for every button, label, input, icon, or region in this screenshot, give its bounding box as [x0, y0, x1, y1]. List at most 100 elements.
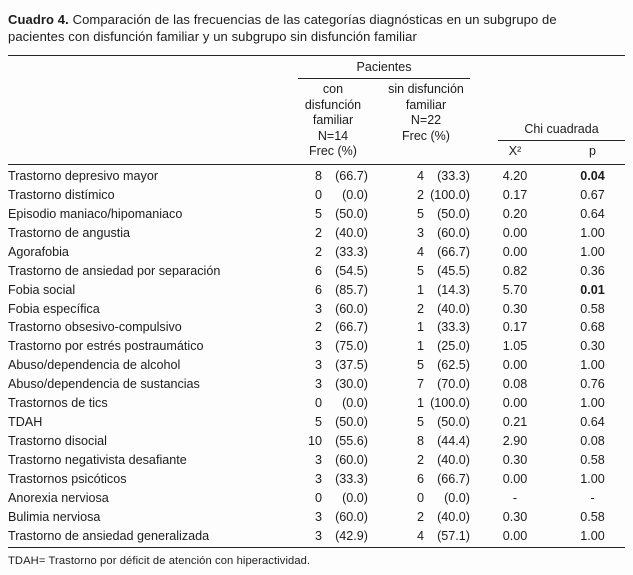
sd-percent: (25.0) [437, 339, 470, 354]
chi-square-value: 5.70 [502, 282, 528, 297]
chi-square-value: 4.20 [502, 168, 528, 183]
fd-percent: (40.0) [335, 225, 368, 240]
fd-count: 0 [314, 187, 322, 202]
chi-square-value: 0.21 [502, 415, 528, 430]
diagnosis-name: Episodio maniaco/hipomaniaco [8, 206, 183, 221]
diagnosis-name: Abuso/dependencia de sustancias [8, 377, 200, 392]
sd-count: 4 [416, 244, 424, 259]
header-line: sin disfunción [388, 82, 464, 96]
p-column-header: p [589, 144, 596, 158]
table-row: Trastorno disocial 10 (55.6) 8 (44.4) 2.… [8, 432, 625, 451]
table-footnote: TDAH= Trastorno por déficit de atención … [8, 555, 311, 568]
p-value: 0.64 [580, 415, 605, 430]
sd-percent: (100.0) [430, 187, 470, 202]
chi-square-header-group: Chi cuadrada X² p [470, 122, 625, 160]
sd-count: 1 [416, 320, 424, 335]
diagnosis-name: Anorexia nerviosa [8, 490, 109, 505]
diagnosis-name: Bulimia nerviosa [8, 509, 101, 524]
chi-square-value: 0.00 [502, 528, 528, 543]
sd-count: 5 [416, 358, 424, 373]
sd-count: 2 [416, 301, 424, 316]
chi-square-value: 0.17 [502, 187, 528, 202]
fd-percent: (0.0) [342, 396, 368, 411]
p-value: 0.64 [580, 206, 605, 221]
fd-count: 0 [314, 396, 322, 411]
table-caption-text: Comparación de las frecuencias de las ca… [8, 12, 557, 44]
fd-count: 10 [307, 434, 322, 449]
fd-percent: (0.0) [342, 490, 368, 505]
chi-square-value: 0.30 [502, 509, 528, 524]
chi-square-value: 0.82 [502, 263, 528, 278]
patients-subgroups: con disfunción familiar N=14 Frec (%) si… [298, 82, 470, 160]
fd-percent: (55.6) [335, 434, 368, 449]
diagnosis-name: Trastorno distímico [8, 187, 115, 202]
fd-count: 3 [314, 471, 322, 486]
table-row: Trastornos de tics 0 (0.0) 1 (100.0) 0.0… [8, 394, 625, 413]
p-value: 0.30 [580, 339, 605, 354]
header-line: familiar [312, 113, 354, 127]
table-row: Trastorno negativista desafiante 3 (60.0… [8, 451, 625, 470]
fd-count: 6 [314, 263, 322, 278]
fd-percent: (50.0) [335, 415, 368, 430]
table-row: Bulimia nerviosa 3 (60.0) 2 (40.0) 0.30 … [8, 507, 625, 526]
p-value: - [590, 490, 595, 505]
p-value: 0.04 [580, 168, 605, 183]
fd-count: 3 [314, 528, 322, 543]
fd-count: 5 [314, 415, 322, 430]
sd-percent: (33.3) [437, 168, 470, 183]
fd-count: 3 [314, 358, 322, 373]
sd-count: 2 [416, 453, 424, 468]
chi-square-value: 0.00 [502, 358, 528, 373]
fd-count: 5 [314, 206, 322, 221]
sd-count: 2 [416, 187, 424, 202]
chi-square-column-header: X² [508, 144, 522, 158]
fd-count: 6 [314, 282, 322, 297]
table-row: Fobia social 6 (85.7) 1 (14.3) 5.70 0.01 [8, 280, 625, 299]
sd-count: 2 [416, 509, 424, 524]
diagnosis-name: Trastorno de angustia [8, 225, 131, 240]
sd-percent: (57.1) [437, 528, 470, 543]
sd-count: 4 [416, 168, 424, 183]
diagnosis-name: Trastorno obsesivo-compulsivo [8, 320, 182, 335]
sd-percent: (40.0) [437, 509, 470, 524]
diagnosis-name: TDAH [8, 415, 43, 430]
fd-percent: (50.0) [335, 206, 368, 221]
table-row: Agorafobia 2 (33.3) 4 (66.7) 0.00 1.00 [8, 242, 625, 261]
fd-count: 0 [314, 490, 322, 505]
table-header: Pacientes con disfunción familiar N=14 F… [8, 55, 625, 165]
sd-count: 1 [416, 282, 424, 297]
sd-percent: (40.0) [437, 301, 470, 316]
table-row: Abuso/dependencia de sustancias 3 (30.0)… [8, 375, 625, 394]
sd-percent: (60.0) [437, 225, 470, 240]
with-dysfunction-column-header: con disfunción familiar N=14 Frec (%) [298, 82, 368, 160]
table-row: TDAH 5 (50.0) 5 (50.0) 0.21 0.64 [8, 413, 625, 432]
fd-count: 2 [314, 320, 322, 335]
fd-percent: (60.0) [335, 509, 368, 524]
sd-percent: (44.4) [437, 434, 470, 449]
p-value: 0.36 [580, 263, 605, 278]
fd-percent: (30.0) [335, 377, 368, 392]
chi-square-value: 0.08 [502, 377, 528, 392]
sd-count: 5 [416, 415, 424, 430]
diagnosis-name: Trastorno por estrés postraumático [8, 339, 204, 354]
fd-percent: (66.7) [335, 320, 368, 335]
p-value: 1.00 [580, 396, 605, 411]
patients-header-label: Pacientes [298, 60, 470, 79]
fd-count: 8 [314, 168, 322, 183]
header-line: Frec (%) [402, 128, 450, 143]
sd-percent: (50.0) [437, 415, 470, 430]
fd-percent: (33.3) [335, 244, 368, 259]
sd-count: 4 [416, 528, 424, 543]
fd-count: 3 [314, 301, 322, 316]
chi-square-value: 0.30 [502, 301, 528, 316]
sd-count: 6 [416, 471, 424, 486]
table-rows: Trastorno depresivo mayor 8 (66.7) 4 (33… [8, 167, 625, 546]
p-value: 0.58 [580, 453, 605, 468]
chi-square-value: 1.05 [502, 339, 528, 354]
p-value: 1.00 [580, 244, 605, 259]
sd-percent: (33.3) [437, 320, 470, 335]
sd-percent: (70.0) [437, 377, 470, 392]
sd-percent: (62.5) [437, 358, 470, 373]
fd-count: 3 [314, 509, 322, 524]
table-row: Trastorno de angustia 2 (40.0) 3 (60.0) … [8, 223, 625, 242]
